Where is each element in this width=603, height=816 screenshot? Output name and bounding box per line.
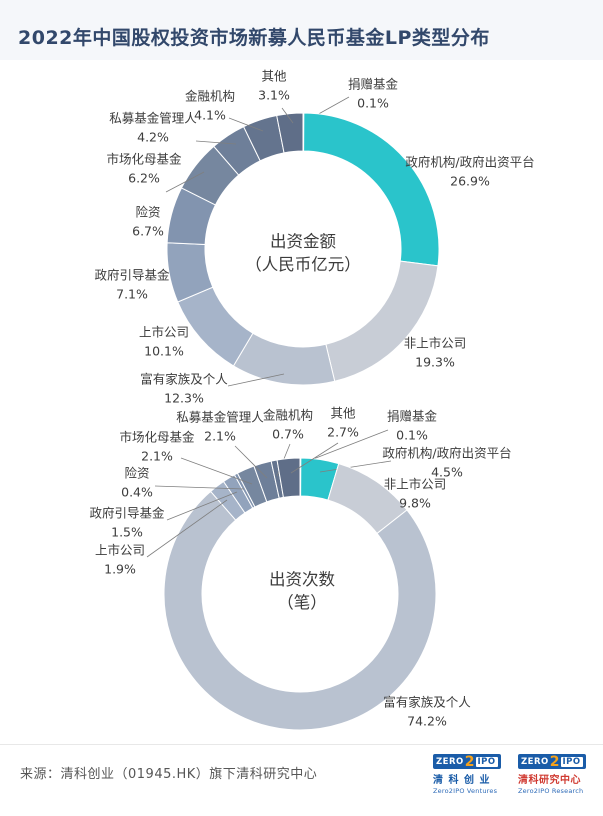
label-leader-line [146,499,228,558]
footer-divider [0,744,603,745]
zero2ipo-ventures-logo: ZERO 2 IPO 清 科 创 业 Zero2IPO Ventures [433,754,509,795]
donut-slice [303,112,440,267]
label-leader-line [234,445,268,479]
label-leader-line [165,171,205,193]
donut-slice [325,260,439,382]
donut-slice [276,112,304,154]
label-leader-line [180,457,253,485]
source-text: 来源：清科创业（01945.HK）旗下清科研究中心 [20,767,318,782]
label-leader-line [166,491,238,521]
page-title: 2022年中国股权投资市场新募人民币基金LP类型分布 [18,27,490,49]
donut-slice [163,490,437,731]
label-leader-line [227,373,285,387]
label-leader-line [290,442,339,474]
badge-two-text: 2 [549,753,560,770]
badge-zero-text: ZERO [521,756,549,767]
donut-slice [276,457,301,498]
zero2ipo-badge-icon: ZERO 2 IPO [433,754,501,769]
logo-cn-name: 清科研究中心 [518,775,581,786]
zero2ipo-research-logo: ZERO 2 IPO 清科研究中心 Zero2IPO Research [518,754,594,795]
badge-ipo-text: IPO [560,756,583,767]
title-band [0,0,603,60]
zero2ipo-badge-icon: ZERO 2 IPO [518,754,586,769]
logo-cn-name: 清 科 创 业 [433,775,491,786]
label-leader-line [302,429,389,464]
label-leader-line [154,485,245,490]
label-leader-line [228,117,264,132]
label-leader-line [319,460,392,473]
label-leader-line [281,107,294,124]
badge-zero-text: ZERO [436,756,464,767]
label-leader-line [195,140,237,145]
badge-two-text: 2 [464,753,475,770]
badge-ipo-text: IPO [475,756,498,767]
logo-en-name: Zero2IPO Ventures [433,787,498,795]
logo-en-name: Zero2IPO Research [518,787,584,795]
brand-logos: ZERO 2 IPO 清 科 创 业 Zero2IPO Ventures ZERO 2… [433,754,594,795]
